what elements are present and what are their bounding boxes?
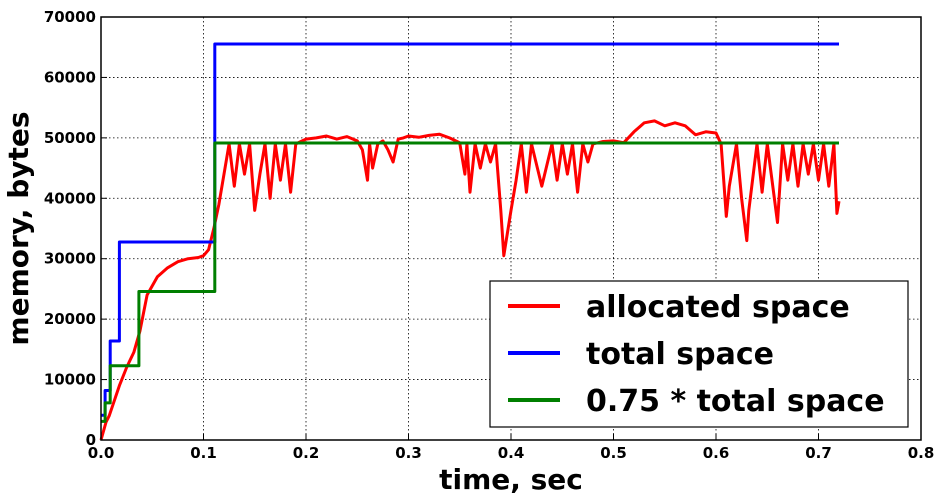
series-layer — [99, 42, 841, 441]
x-tick-label: 0.4 — [498, 444, 525, 462]
y-tick-label: 30000 — [44, 250, 96, 268]
x-tick-label: 0.0 — [88, 444, 115, 462]
y-tick-label: 10000 — [44, 371, 96, 389]
y-axis-label: memory, bytes — [2, 111, 35, 345]
x-tick-label: 0.3 — [395, 444, 422, 462]
y-tick-label: 70000 — [44, 8, 96, 26]
x-tick-label: 0.5 — [600, 444, 627, 462]
legend-label: 0.75 * total space — [586, 384, 885, 419]
ticks: 0.0 0.1 0.2 0.3 0.4 0.5 0.6 0.7 0.8 0 10000 20000 30… — [44, 8, 934, 462]
x-tick-label: 0.7 — [805, 444, 832, 462]
y-tick-label: 40000 — [44, 189, 96, 207]
y-tick-label: 50000 — [44, 129, 96, 147]
y-tick-label: 60000 — [44, 68, 96, 86]
legend: allocated space total space 0.75 * total s… — [489, 280, 909, 428]
x-axis-label: time, sec — [439, 463, 583, 493]
x-tick-label: 0.6 — [703, 444, 730, 462]
y-tick-label: 20000 — [44, 310, 96, 328]
x-tick-label: 0.2 — [293, 444, 320, 462]
y-tick-label: 0 — [86, 431, 96, 449]
series-line-0-75-total-space — [101, 141, 839, 423]
x-tick-label: 0.1 — [190, 444, 217, 462]
x-tick-label: 0.8 — [908, 444, 935, 462]
legend-label: allocated space — [586, 290, 850, 325]
legend-label: total space — [586, 337, 774, 372]
